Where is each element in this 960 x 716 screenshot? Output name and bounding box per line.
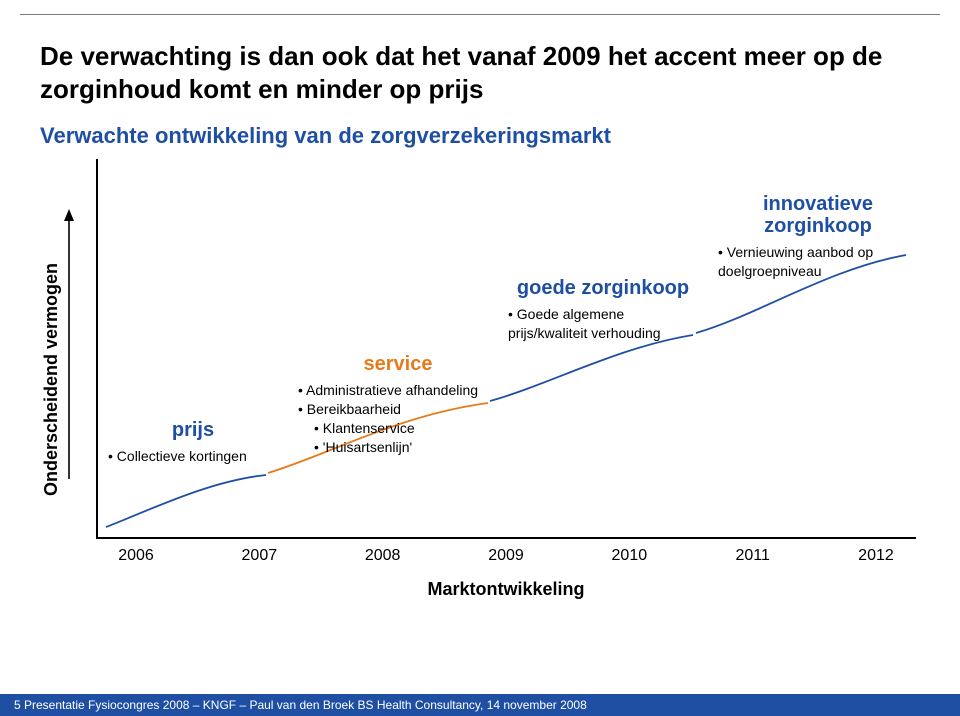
sub-bullets: Klantenservice'Huisartsenlijn' xyxy=(298,419,498,457)
chart: Onderscheidend vermogen prijsCollectieve… xyxy=(40,159,920,600)
sub-bullet: 'Huisartsenlijn' xyxy=(314,438,498,457)
step-prijs: prijs Collectieve kortingen xyxy=(108,419,278,466)
step-innovatieve-zorginkoop: innovatieve zorginkoop Vernieuwing aanbod… xyxy=(718,193,918,281)
step-service: service Administratieve afhandelingBereik… xyxy=(298,353,498,457)
slide-subtitle: Verwachte ontwikkeling van de zorgverzek… xyxy=(40,123,920,149)
y-arrow-icon xyxy=(62,209,76,479)
step-bullets: Vernieuwing aanbod op doelgroepniveau xyxy=(718,243,918,281)
step-title: innovatieve zorginkoop xyxy=(718,193,918,237)
sub-bullet: Klantenservice xyxy=(314,419,498,438)
step-bullets: Administratieve afhandelingBereikbaarhei… xyxy=(298,381,498,457)
curve-prijs xyxy=(106,475,266,527)
plot-area: prijs Collectieve kortingen service Adminis… xyxy=(96,159,916,539)
step-title: service xyxy=(298,353,498,375)
bullet: Vernieuwing aanbod op doelgroepniveau xyxy=(718,243,918,281)
footer: 5 Presentatie Fysiocongres 2008 – KNGF –… xyxy=(0,694,960,716)
step-bullets: Goede algemene prijs/kwaliteit verhoudin… xyxy=(508,305,698,343)
x-tick: 2007 xyxy=(219,547,299,565)
slide-title: De verwachting is dan ook dat het vanaf … xyxy=(40,40,920,105)
slide: De verwachting is dan ook dat het vanaf … xyxy=(0,0,960,716)
bullet: Administratieve afhandeling xyxy=(298,381,498,400)
step-goede-zorginkoop: goede zorginkoop Goede algemene prijs/kwa… xyxy=(508,277,698,343)
x-tick: 2011 xyxy=(713,547,793,565)
x-axis-ticks: 2006 2007 2008 2009 2010 2011 2012 xyxy=(96,547,916,565)
x-tick: 2008 xyxy=(343,547,423,565)
x-tick: 2012 xyxy=(836,547,916,565)
bullet: Collectieve kortingen xyxy=(108,447,278,466)
step-title: prijs xyxy=(108,419,278,441)
bullet: Bereikbaarheid xyxy=(298,400,498,419)
x-tick: 2009 xyxy=(466,547,546,565)
rule-top xyxy=(20,14,940,15)
x-tick: 2006 xyxy=(96,547,176,565)
curve-goede-zorginkoop xyxy=(490,335,693,401)
bullet: Goede algemene prijs/kwaliteit verhoudin… xyxy=(508,305,698,343)
x-tick: 2010 xyxy=(589,547,669,565)
step-title: goede zorginkoop xyxy=(508,277,698,299)
step-bullets: Collectieve kortingen xyxy=(108,447,278,466)
x-axis-label: Marktontwikkeling xyxy=(96,579,916,600)
